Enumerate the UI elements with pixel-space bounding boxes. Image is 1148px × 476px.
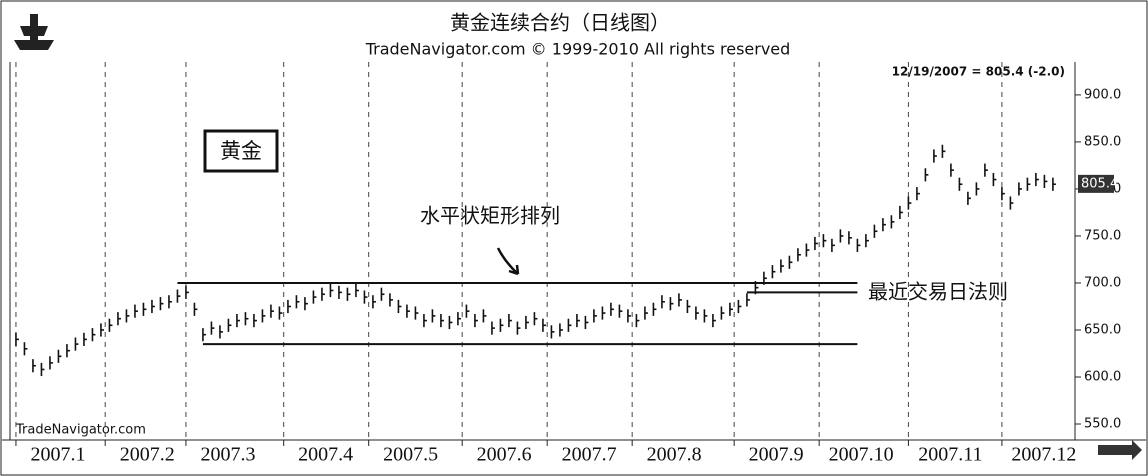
last-price-tag [1078, 174, 1114, 193]
arrow [496, 247, 520, 276]
x-tick-label: 2007.1 [30, 444, 85, 466]
x-tick-label: 2007.12 [1011, 444, 1076, 466]
x-tick-label: 2007.2 [120, 444, 175, 466]
y-tick-label: 750.0 [1084, 228, 1121, 243]
annotation: 最近交易日法则 [868, 280, 1008, 304]
y-tick-label: 650.0 [1084, 322, 1121, 337]
x-tick-label: 2007.6 [477, 444, 532, 466]
chart-title: 黄金连续合约（日线图） [450, 11, 670, 35]
y-tick-label: 850.0 [1084, 134, 1121, 149]
x-tick-label: 2007.11 [918, 444, 982, 466]
x-tick-label: 2007.10 [829, 444, 894, 466]
status: 12/19/2007 = 805.4 (-2.0) [892, 65, 1065, 79]
box-label: 黄金 [220, 139, 262, 163]
logo [14, 14, 54, 50]
subtitle: TradeNavigator.com © 1999-2010 All right… [365, 40, 791, 59]
x-tick-label: 2007.3 [200, 444, 255, 466]
y-tick-label: 900.0 [1084, 87, 1121, 102]
watermark: TradeNavigator.com [15, 423, 146, 438]
box [203, 129, 279, 173]
scroll-arrow [1098, 440, 1142, 460]
x-tick-label: 2007.7 [562, 444, 617, 466]
annotation: 水平状矩形排列 [420, 204, 560, 228]
last-price-label: 805.4 [1081, 176, 1118, 191]
y-tick-label: 600.0 [1084, 370, 1121, 385]
x-tick-label: 2007.5 [383, 444, 438, 466]
x-tick-label: 2007.9 [749, 444, 804, 466]
x-tick-label: 2007.8 [647, 444, 702, 466]
y-tick-label: 700.0 [1084, 275, 1121, 290]
y-tick-label: 550.0 [1084, 417, 1121, 432]
x-tick-label: 2007.4 [298, 444, 353, 466]
